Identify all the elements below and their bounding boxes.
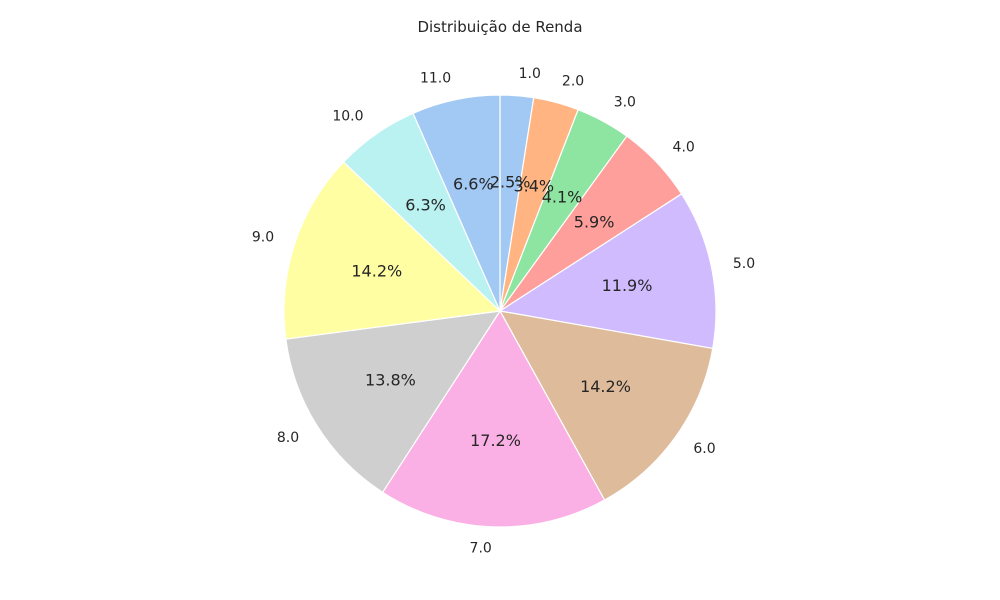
slice-percent-label: 13.8%: [365, 371, 416, 390]
slices-layer: [283, 94, 717, 528]
slice-category-label: 5.0: [733, 256, 755, 272]
chart-title: Distribuição de Renda: [417, 18, 582, 36]
slice-percent-label: 3.4%: [513, 176, 554, 195]
slice-category-label: 11.0: [420, 70, 451, 86]
labels-layer: 1.0 2.5% 2.0 3.4% 3.0 4.1% 4.0 5.9% 5.0 11.9% 6.0 1…: [252, 66, 755, 556]
slice-category-label: 8.0: [277, 430, 299, 446]
slice-percent-label: 11.9%: [602, 276, 653, 295]
pie-slice: [285, 310, 502, 494]
slice-percent-label: 14.2%: [580, 377, 631, 396]
slice-category-label: 6.0: [693, 441, 715, 457]
slice-percent-label: 6.3%: [405, 195, 446, 214]
slice-percent-label: 17.2%: [470, 431, 521, 450]
slice-percent-label: 6.6%: [453, 175, 494, 194]
slice-category-label: 3.0: [614, 94, 636, 110]
pie-slice: [498, 193, 717, 350]
slice-percent-label: 4.1%: [542, 188, 583, 207]
pie-slice: [498, 310, 714, 501]
slice-category-label: 10.0: [332, 109, 363, 125]
slice-category-label: 1.0: [519, 66, 541, 82]
slice-percent-label: 14.2%: [351, 261, 402, 280]
slice-category-label: 4.0: [673, 140, 695, 156]
slice-category-label: 7.0: [470, 540, 492, 556]
pie-slice: [412, 94, 501, 312]
slice-category-label: 9.0: [252, 229, 274, 245]
pie-slice: [381, 309, 606, 528]
slice-percent-label: 5.9%: [574, 212, 615, 231]
slice-percent-label: 2.5%: [490, 172, 531, 191]
slice-category-label: 2.0: [562, 74, 584, 90]
pie-slice: [283, 161, 502, 340]
